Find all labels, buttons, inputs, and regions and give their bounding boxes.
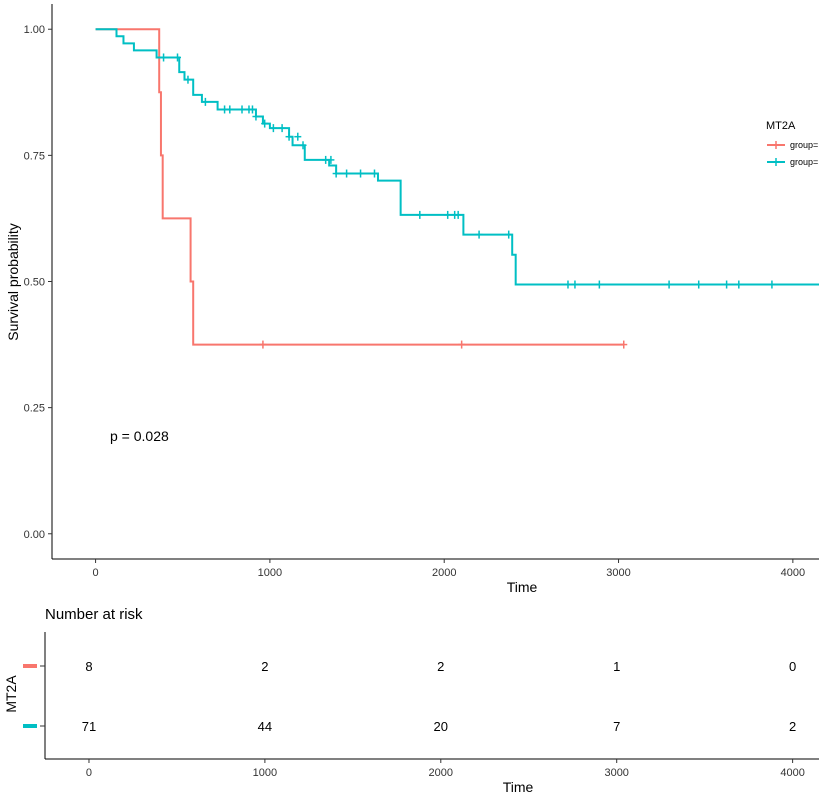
risk-count: 1 — [613, 659, 620, 674]
legend-label-group-1: group= — [790, 140, 818, 150]
risk-table: Number at risk 8 2 2 1 0 71 44 20 7 2 0 1000 2000 30… — [3, 606, 819, 795]
risk-count: 20 — [434, 719, 448, 734]
risk-count: 7 — [613, 719, 620, 734]
risk-x-tick-label: 0 — [86, 767, 92, 779]
risk-x-tick-label: 3000 — [604, 767, 628, 779]
y-axis-title: Survival probability — [5, 223, 21, 341]
risk-count: 0 — [789, 659, 796, 674]
risk-y-axis-title: MT2A — [3, 675, 19, 713]
risk-count: 2 — [437, 659, 444, 674]
risk-x-tick-label: 2000 — [429, 767, 453, 779]
legend-item-group-2: group= — [767, 157, 818, 167]
risk-count: 44 — [258, 719, 272, 734]
survival-curve-group-2 — [95, 28, 819, 286]
risk-x-axis-ticks: 0 1000 2000 3000 4000 — [86, 759, 805, 779]
legend: MT2A group= group= — [766, 120, 818, 167]
risk-x-tick-label: 1000 — [253, 767, 277, 779]
x-tick-label: 0 — [93, 567, 99, 579]
x-tick-label: 4000 — [781, 567, 805, 579]
x-tick-label: 1000 — [258, 567, 282, 579]
y-tick-label: 1.00 — [24, 24, 45, 36]
p-value-annotation: p = 0.028 — [110, 428, 169, 444]
risk-table-rows: 8 2 2 1 0 71 44 20 7 2 — [23, 659, 796, 734]
y-axis-ticks: 0.00 0.25 0.50 0.75 1.00 — [24, 24, 52, 541]
x-tick-label: 3000 — [606, 567, 630, 579]
survival-plot-panel: 0.00 0.25 0.50 0.75 1.00 0 1000 2000 3000 4000 T… — [5, 4, 819, 595]
y-tick-label: 0.25 — [24, 403, 45, 415]
y-tick-label: 0.50 — [24, 277, 45, 289]
survival-curve-group-1 — [95, 28, 624, 346]
legend-item-group-1: group= — [767, 140, 818, 150]
y-tick-label: 0.75 — [24, 150, 45, 162]
x-axis-title: Time — [507, 579, 538, 595]
risk-table-title: Number at risk — [45, 606, 143, 623]
legend-title: MT2A — [766, 120, 796, 132]
risk-count: 8 — [85, 659, 92, 674]
series-layer — [95, 28, 819, 349]
x-axis-ticks: 0 1000 2000 3000 4000 — [93, 559, 805, 579]
risk-x-tick-label: 4000 — [780, 767, 804, 779]
risk-count: 2 — [261, 659, 268, 674]
y-tick-label: 0.00 — [24, 529, 45, 541]
risk-count: 2 — [789, 719, 796, 734]
x-tick-label: 2000 — [432, 567, 456, 579]
risk-x-axis-title: Time — [503, 779, 534, 795]
risk-count: 71 — [82, 719, 96, 734]
legend-label-group-2: group= — [790, 157, 818, 167]
